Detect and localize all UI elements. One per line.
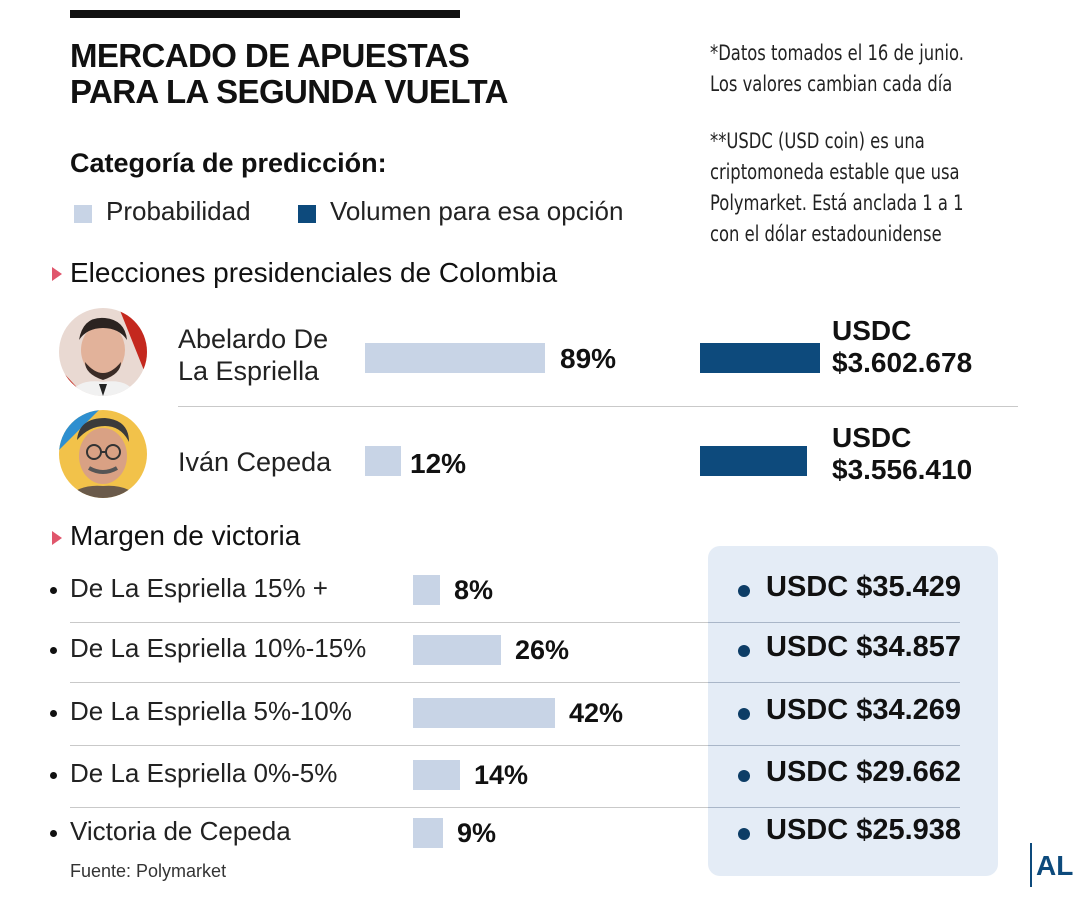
date-note: *Datos tomados el 16 de junio. Los valor… (710, 38, 964, 100)
bullet-dot-icon (50, 647, 57, 654)
candidate-1-probability-bar (365, 343, 545, 373)
candidate-1-volume-amount: $3.602.678 (832, 347, 973, 378)
margin-volume-label: USDC $25.938 (766, 814, 962, 846)
candidate-2-volume-label: USDC $3.556.410 (832, 422, 972, 486)
candidate-1-name-line-1: Abelardo De (178, 324, 329, 354)
candidate-2-volume-amount: $3.556.410 (832, 454, 973, 485)
page-title: MERCADO DE APUESTAS PARA LA SEGUNDA VUEL… (70, 38, 630, 110)
volume-panel (708, 546, 998, 876)
volume-bullet-icon (738, 770, 750, 782)
volume-bullet-icon (738, 708, 750, 720)
candidate-divider (178, 406, 1018, 407)
margin-probability-bar (413, 760, 460, 790)
candidate-2-name: Iván Cepeda (178, 446, 331, 478)
margin-row-label: De La Espriella 10%-15% (70, 633, 367, 663)
section-arrow-icon (52, 531, 62, 545)
section-arrow-icon (52, 267, 62, 281)
bullet-dot-icon (50, 772, 57, 779)
candidate-1-volume-bar (700, 343, 820, 373)
margin-probability-bar (413, 818, 443, 848)
legend-volume-label: Volumen para esa opción (330, 196, 624, 226)
margin-volume-label: USDC $34.857 (766, 631, 962, 663)
volume-bullet-icon (738, 645, 750, 657)
top-rule (70, 10, 460, 18)
usdc-note-line-3: Polymarket. Está anclada 1 a 1 (710, 191, 964, 215)
margin-row-label: De La Espriella 0%-5% (70, 758, 338, 788)
date-note-line-1: *Datos tomados el 16 de junio. (710, 41, 964, 65)
candidate-1-volume-label: USDC $3.602.678 (832, 315, 972, 379)
margin-probability-label: 14% (474, 760, 529, 790)
margin-row-label: De La Espriella 15% + (70, 573, 328, 603)
candidate-2-volume-bar (700, 446, 807, 476)
bullet-dot-icon (50, 710, 57, 717)
margin-probability-bar (413, 575, 440, 605)
margin-row-divider (70, 682, 708, 683)
candidate-1-name-line-2: La Espriella (178, 356, 320, 386)
margin-row-divider (70, 745, 708, 746)
publisher-logo: AL (1036, 850, 1074, 881)
margin-probability-label: 9% (457, 818, 497, 848)
margin-probability-bar (413, 698, 555, 728)
volume-panel-divider (708, 745, 960, 746)
volume-bullet-icon (738, 585, 750, 597)
usdc-note-line-2: criptomoneda estable que usa (710, 160, 960, 184)
candidate-2-name-line-1: Iván Cepeda (178, 447, 332, 477)
legend-probability-swatch (74, 205, 92, 223)
volume-panel-divider (708, 622, 960, 623)
source-note: Fuente: Polymarket (70, 861, 227, 881)
margin-row-label: Victoria de Cepeda (70, 816, 291, 846)
usdc-note-line-1: **USDC (USD coin) es una (710, 129, 925, 153)
bullet-dot-icon (50, 830, 57, 837)
usdc-note-line-4: con el dólar estadounidense (710, 222, 942, 246)
margin-probability-label: 8% (454, 575, 494, 605)
title-line-2: PARA LA SEGUNDA VUELTA (70, 73, 508, 110)
candidate-2-probability-bar (365, 446, 401, 476)
margin-probability-bar (413, 635, 501, 665)
margin-volume-label: USDC $29.662 (766, 756, 962, 788)
volume-panel-divider (708, 682, 960, 683)
candidate-2-probability-label: 12% (410, 448, 467, 479)
title-line-1: MERCADO DE APUESTAS (70, 37, 470, 74)
margin-row-divider (70, 807, 708, 808)
legend-probability-label: Probabilidad (106, 196, 251, 226)
section-title-margin: Margen de victoria (70, 520, 301, 551)
logo-rule (1030, 843, 1032, 887)
bullet-dot-icon (50, 587, 57, 594)
margin-probability-label: 26% (515, 635, 570, 665)
candidate-2-avatar (59, 410, 147, 498)
date-note-line-2: Los valores cambian cada día (710, 72, 953, 96)
legend-title: Categoría de predicción: (70, 148, 387, 178)
usdc-note: **USDC (USD coin) es una criptomoneda es… (710, 126, 964, 250)
candidate-1-volume-currency: USDC (832, 315, 912, 346)
margin-volume-label: USDC $35.429 (766, 571, 962, 603)
candidate-2-volume-currency: USDC (832, 422, 912, 453)
legend-volume-swatch (298, 205, 316, 223)
margin-volume-label: USDC $34.269 (766, 694, 962, 726)
margin-row-label: De La Espriella 5%-10% (70, 696, 352, 726)
volume-bullet-icon (738, 828, 750, 840)
section-title-elections: Elecciones presidenciales de Colombia (70, 257, 558, 288)
candidate-1-name: Abelardo De La Espriella (178, 323, 328, 387)
volume-panel-divider (708, 807, 960, 808)
candidate-1-avatar (59, 308, 147, 396)
candidate-1-probability-label: 89% (560, 343, 617, 374)
margin-row-divider (70, 622, 708, 623)
margin-probability-label: 42% (569, 698, 624, 728)
